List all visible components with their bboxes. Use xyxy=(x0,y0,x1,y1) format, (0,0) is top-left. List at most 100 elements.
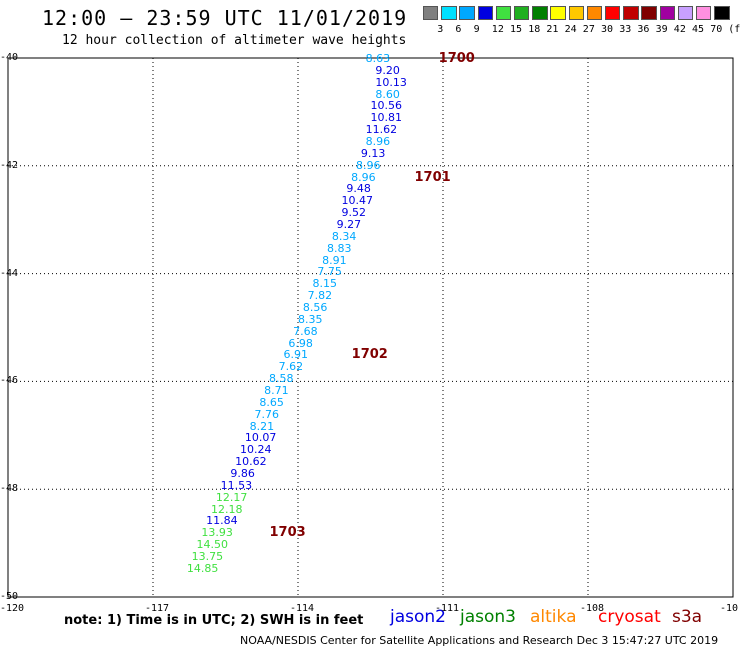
swh-value: 9.86 xyxy=(230,467,255,481)
lon-tick-label: -117 xyxy=(145,603,170,614)
map-subtitle: 12 hour collection of altimeter wave hei… xyxy=(62,33,407,48)
legend-swatch xyxy=(605,6,621,20)
lat-tick-label: -48 xyxy=(0,483,19,495)
legend-swatch xyxy=(568,6,584,20)
legend-swatch xyxy=(623,6,639,20)
lat-tick-label: -46 xyxy=(0,375,19,387)
units-note: note: 1) Time is in UTC; 2) SWH is in fe… xyxy=(64,613,364,628)
swh-value: 11.53 xyxy=(220,478,253,492)
satellite-name: s3a xyxy=(672,607,703,627)
legend-swatch xyxy=(441,6,457,20)
swh-value: 10.81 xyxy=(370,111,403,125)
swh-value: 14.85 xyxy=(186,561,219,575)
legend-swatch xyxy=(514,6,530,20)
legend-swatch xyxy=(550,6,566,20)
legend-label: 12 xyxy=(491,24,504,35)
legend-swatch xyxy=(586,6,603,20)
swh-value: 7.75 xyxy=(317,265,342,279)
satellite-name: altika xyxy=(530,607,577,627)
legend-swatch xyxy=(477,6,493,20)
legend-label: 24 xyxy=(564,24,577,35)
pass-time-label: 1700 xyxy=(438,51,475,66)
pass-time-label: 1702 xyxy=(351,347,388,363)
swh-value: 9.48 xyxy=(346,182,371,196)
swh-value: 8.96 xyxy=(351,170,376,184)
swh-value: 12.17 xyxy=(215,490,248,504)
swh-value: 9.13 xyxy=(360,146,386,160)
swh-value: 13.75 xyxy=(191,550,224,564)
swh-value: 6.98 xyxy=(288,336,313,350)
legend-label: 36 xyxy=(637,24,650,35)
legend-label: 21 xyxy=(546,24,559,35)
map-title: 12:00 – 23:59 UTC 11/01/2019 xyxy=(42,6,408,30)
footer-credit: NOAA/NESDIS Center for Satellite Applica… xyxy=(240,634,719,647)
swh-value: 6.91 xyxy=(283,348,309,362)
swh-value: 7.82 xyxy=(307,289,333,303)
lat-tick-label: -44 xyxy=(0,267,19,279)
swh-value: 8.96 xyxy=(356,158,381,172)
swh-value: 10.24 xyxy=(240,443,272,457)
swh-value: 8.60 xyxy=(375,87,400,101)
legend-label: 45 xyxy=(692,24,705,35)
swh-value: 9.52 xyxy=(341,206,367,220)
legend-swatch xyxy=(532,6,548,20)
swh-value: 8.15 xyxy=(312,277,338,291)
swh-value: 11.62 xyxy=(365,123,398,137)
swh-value: 8.21 xyxy=(249,419,275,433)
legend-swatch xyxy=(495,6,512,20)
swh-value: 8.71 xyxy=(264,384,289,398)
legend-swatch xyxy=(641,6,657,20)
swh-value: 10.13 xyxy=(375,75,407,89)
swh-value: 14.50 xyxy=(196,538,229,552)
legend-label: 6 xyxy=(455,24,462,35)
legend-label: 18 xyxy=(528,24,541,35)
swh-value: 8.35 xyxy=(298,312,323,326)
pass-time-label: 1703 xyxy=(269,525,306,541)
swh-value: 7.76 xyxy=(254,407,280,421)
lon-tick-label: -10 xyxy=(720,603,739,614)
legend-label: 3 xyxy=(437,24,444,35)
pass-time-label: 1701 xyxy=(414,169,451,185)
swh-value: 10.47 xyxy=(341,194,374,208)
legend-label: 15 xyxy=(510,24,523,35)
map-frame xyxy=(7,57,734,598)
legend-label: 27 xyxy=(582,24,595,35)
lon-tick-label: -111 xyxy=(435,603,460,614)
legend-label: 9 xyxy=(473,24,480,35)
satellite-name: jason3 xyxy=(460,607,516,627)
legend-swatch xyxy=(423,6,439,20)
swh-value: 8.91 xyxy=(322,253,347,267)
swh-value: 11.84 xyxy=(206,514,238,528)
legend-label: 33 xyxy=(619,24,632,35)
legend-swatch xyxy=(459,6,475,20)
legend-swatch xyxy=(677,6,694,20)
swh-value: 10.07 xyxy=(244,431,277,445)
legend-label: 42 xyxy=(673,24,686,35)
swh-value: 8.56 xyxy=(302,301,328,315)
swh-value: 8.83 xyxy=(327,241,352,255)
swh-value: 8.65 xyxy=(259,395,284,409)
lat-tick-label: -42 xyxy=(0,159,19,171)
swh-value: 8.58 xyxy=(269,372,294,386)
legend-swatch xyxy=(696,6,712,20)
swh-value: 9.27 xyxy=(336,218,362,231)
legend-label: 39 xyxy=(655,24,668,35)
lon-tick-label: -108 xyxy=(580,603,605,614)
legend-label: 30 xyxy=(601,24,614,35)
swh-value: 8.96 xyxy=(365,135,391,148)
swh-value: 7.62 xyxy=(278,360,304,374)
swh-value: 8.63 xyxy=(365,52,391,65)
legend-label: 70 (ft) xyxy=(710,24,740,35)
lon-tick-label: -114 xyxy=(290,603,315,614)
swh-value: 9.20 xyxy=(375,63,400,77)
swh-value: 7.68 xyxy=(293,324,318,338)
lat-tick-label: -50 xyxy=(0,591,19,602)
swh-value: 10.62 xyxy=(235,455,267,469)
satellite-name: jason2 xyxy=(390,607,446,627)
swh-value: 12.18 xyxy=(211,502,243,516)
lat-tick-label: -40 xyxy=(0,52,19,63)
swh-value: 8.34 xyxy=(331,229,357,243)
legend-swatch xyxy=(714,6,730,20)
legend-swatch xyxy=(659,6,675,20)
